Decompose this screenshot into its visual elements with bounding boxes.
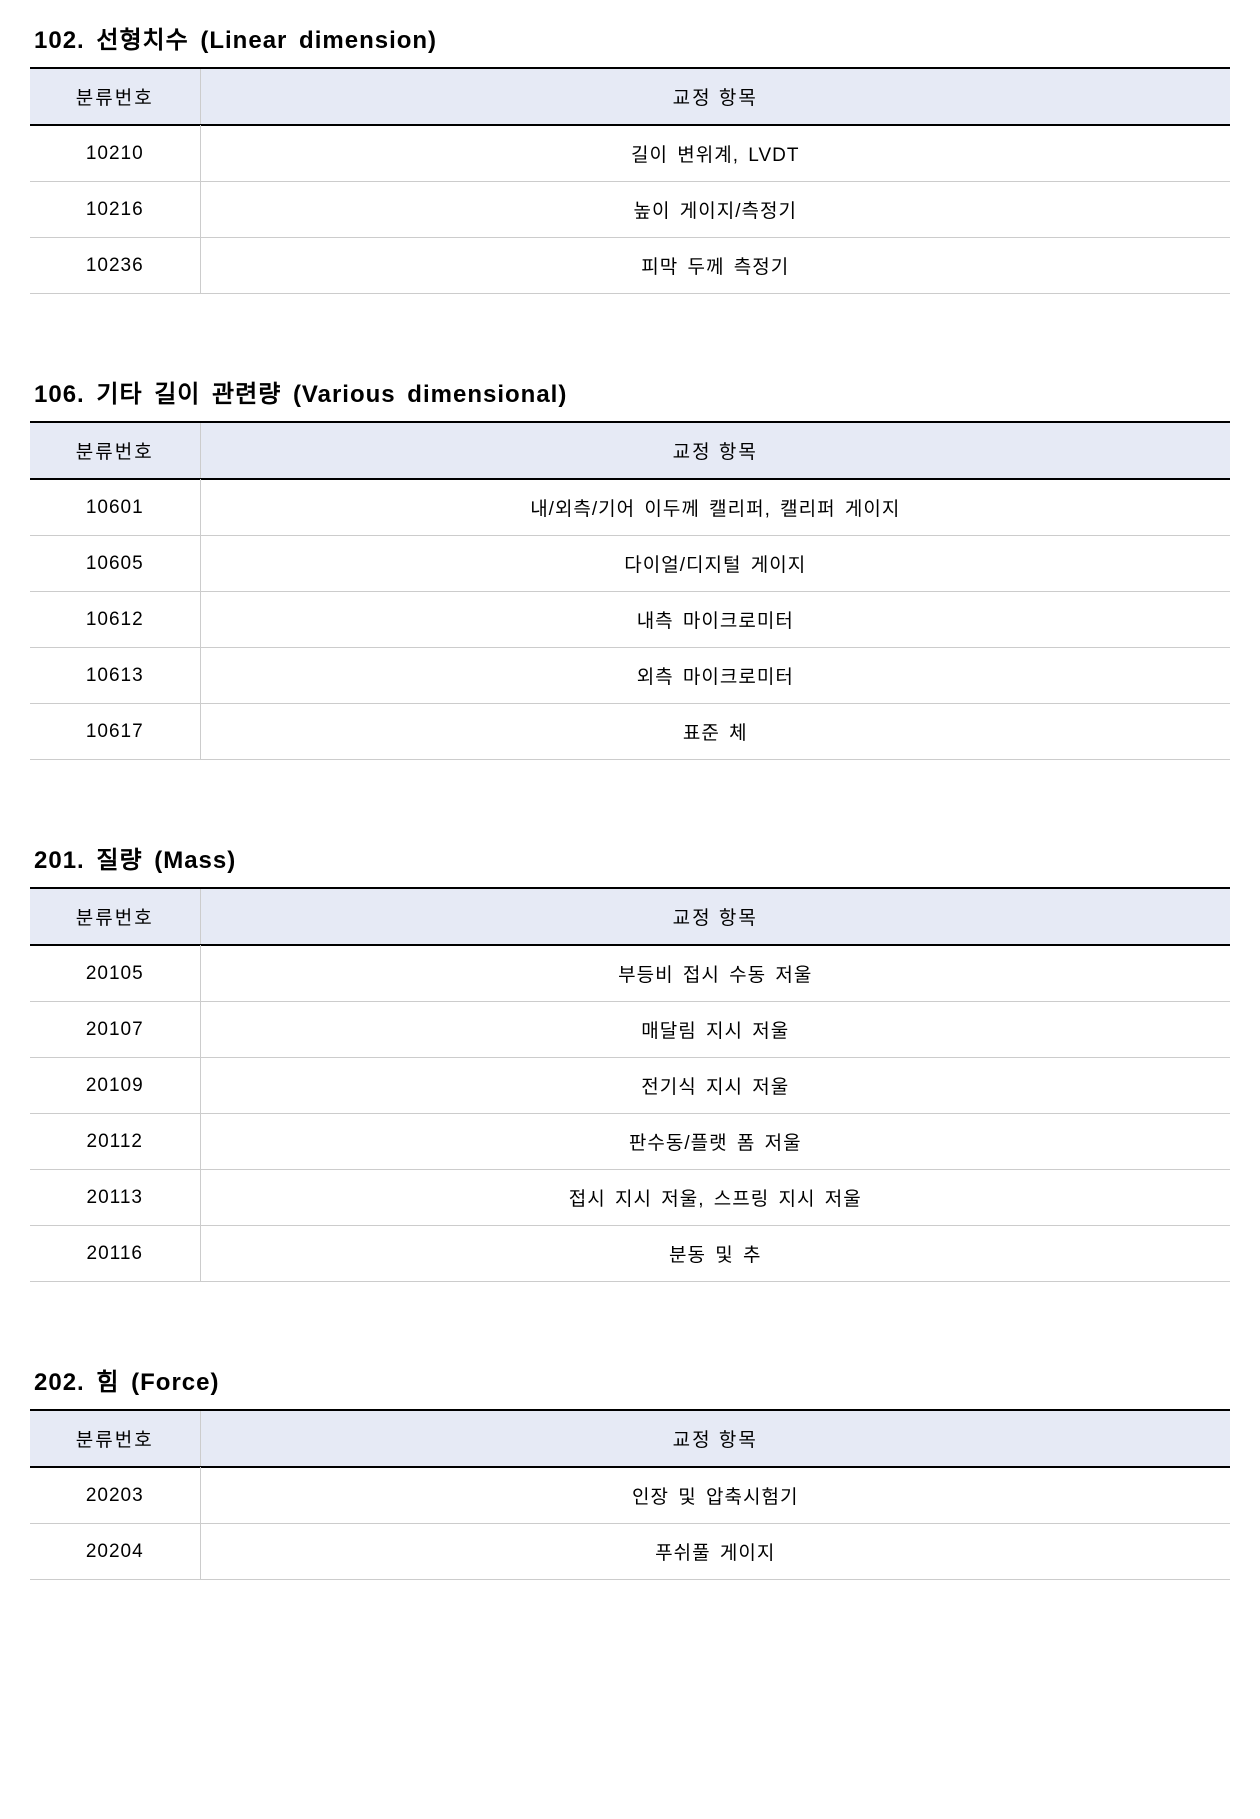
cell-code: 10601 [30, 480, 200, 536]
calibration-table: 분류번호교정 항목10210길이 변위계, LVDT10216높이 게이지/측정… [30, 67, 1230, 294]
column-header-code: 분류번호 [30, 1410, 200, 1467]
cell-code: 10613 [30, 648, 200, 704]
table-row: 10613외측 마이크로미터 [30, 648, 1230, 704]
document-container: 102. 선형치수 (Linear dimension)분류번호교정 항목102… [30, 20, 1230, 1580]
table-row: 10601내/외측/기어 이두께 캘리퍼, 캘리퍼 게이지 [30, 480, 1230, 536]
table-row: 10605다이얼/디지털 게이지 [30, 536, 1230, 592]
cell-code: 20112 [30, 1114, 200, 1170]
cell-code: 10236 [30, 238, 200, 294]
column-header-item: 교정 항목 [200, 888, 1230, 945]
table-row: 20107매달림 지시 저울 [30, 1002, 1230, 1058]
cell-item: 푸쉬풀 게이지 [200, 1524, 1230, 1580]
cell-item: 다이얼/디지털 게이지 [200, 536, 1230, 592]
cell-code: 20107 [30, 1002, 200, 1058]
section: 106. 기타 길이 관련량 (Various dimensional) 분류번호… [30, 374, 1230, 760]
table-row: 10216높이 게이지/측정기 [30, 182, 1230, 238]
section: 102. 선형치수 (Linear dimension)분류번호교정 항목102… [30, 20, 1230, 294]
section-title: 102. 선형치수 (Linear dimension) [30, 20, 1230, 55]
cell-item: 매달림 지시 저울 [200, 1002, 1230, 1058]
calibration-table: 분류번호교정 항목20105부등비 접시 수동 저울20107매달림 지시 저울… [30, 887, 1230, 1282]
table-row: 20109전기식 지시 저울 [30, 1058, 1230, 1114]
table-row: 20204푸쉬풀 게이지 [30, 1524, 1230, 1580]
section-title: 106. 기타 길이 관련량 (Various dimensional) [30, 374, 1230, 409]
table-row: 10210길이 변위계, LVDT [30, 126, 1230, 182]
cell-code: 20116 [30, 1226, 200, 1282]
cell-item: 내측 마이크로미터 [200, 592, 1230, 648]
cell-item: 인장 및 압축시험기 [200, 1468, 1230, 1524]
cell-code: 20203 [30, 1468, 200, 1524]
cell-code: 10617 [30, 704, 200, 760]
cell-code: 10210 [30, 126, 200, 182]
table-row: 20203인장 및 압축시험기 [30, 1468, 1230, 1524]
section-title: 202. 힘 (Force) [30, 1362, 1230, 1397]
cell-item: 분동 및 추 [200, 1226, 1230, 1282]
table-row: 20113접시 지시 저울, 스프링 지시 저울 [30, 1170, 1230, 1226]
section: 201. 질량 (Mass) 분류번호교정 항목20105부등비 접시 수동 저울… [30, 840, 1230, 1282]
cell-code: 20204 [30, 1524, 200, 1580]
cell-item: 표준 체 [200, 704, 1230, 760]
column-header-item: 교정 항목 [200, 422, 1230, 479]
table-row: 20112판수동/플랫 폼 저울 [30, 1114, 1230, 1170]
cell-item: 접시 지시 저울, 스프링 지시 저울 [200, 1170, 1230, 1226]
column-header-item: 교정 항목 [200, 1410, 1230, 1467]
cell-code: 10216 [30, 182, 200, 238]
section-title: 201. 질량 (Mass) [30, 840, 1230, 875]
cell-item: 부등비 접시 수동 저울 [200, 946, 1230, 1002]
cell-code: 10612 [30, 592, 200, 648]
cell-item: 높이 게이지/측정기 [200, 182, 1230, 238]
column-header-code: 분류번호 [30, 422, 200, 479]
cell-item: 판수동/플랫 폼 저울 [200, 1114, 1230, 1170]
column-header-code: 분류번호 [30, 888, 200, 945]
table-row: 10617표준 체 [30, 704, 1230, 760]
cell-item: 길이 변위계, LVDT [200, 126, 1230, 182]
cell-code: 10605 [30, 536, 200, 592]
table-row: 10236피막 두께 측정기 [30, 238, 1230, 294]
table-row: 10612내측 마이크로미터 [30, 592, 1230, 648]
column-header-code: 분류번호 [30, 68, 200, 125]
cell-item: 피막 두께 측정기 [200, 238, 1230, 294]
cell-item: 외측 마이크로미터 [200, 648, 1230, 704]
section: 202. 힘 (Force) 분류번호교정 항목20203인장 및 압축시험기20… [30, 1362, 1230, 1580]
cell-code: 20105 [30, 946, 200, 1002]
cell-code: 20109 [30, 1058, 200, 1114]
cell-code: 20113 [30, 1170, 200, 1226]
cell-item: 전기식 지시 저울 [200, 1058, 1230, 1114]
calibration-table: 분류번호교정 항목10601내/외측/기어 이두께 캘리퍼, 캘리퍼 게이지10… [30, 421, 1230, 760]
table-row: 20105부등비 접시 수동 저울 [30, 946, 1230, 1002]
table-row: 20116분동 및 추 [30, 1226, 1230, 1282]
cell-item: 내/외측/기어 이두께 캘리퍼, 캘리퍼 게이지 [200, 480, 1230, 536]
column-header-item: 교정 항목 [200, 68, 1230, 125]
calibration-table: 분류번호교정 항목20203인장 및 압축시험기20204푸쉬풀 게이지 [30, 1409, 1230, 1580]
